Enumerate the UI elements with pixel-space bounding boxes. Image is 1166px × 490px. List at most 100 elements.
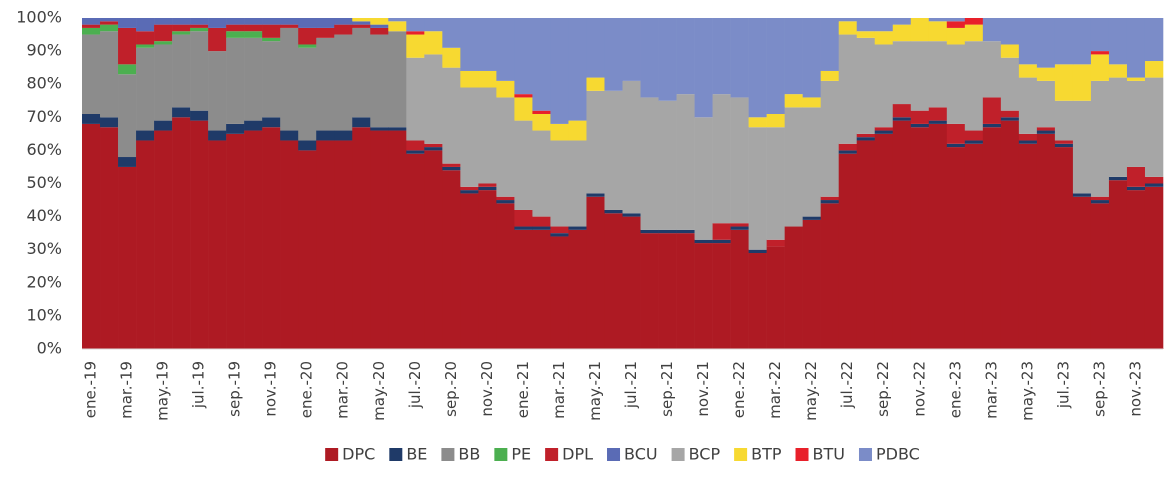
bar-segment bbox=[568, 226, 587, 230]
bar-segment bbox=[496, 80, 515, 98]
bar-segment bbox=[838, 21, 858, 35]
bar-segment bbox=[784, 94, 803, 108]
bar-segment bbox=[586, 193, 605, 197]
bar-segment bbox=[820, 70, 839, 81]
bar-segment bbox=[1000, 18, 1020, 45]
bar-segment bbox=[244, 130, 263, 349]
bar-segment bbox=[622, 18, 641, 81]
bar-segment bbox=[316, 140, 335, 349]
bar-segment bbox=[550, 226, 569, 234]
bar-segment bbox=[190, 18, 209, 25]
bar-segment bbox=[1000, 117, 1020, 121]
bar-segment bbox=[874, 133, 894, 349]
bar-segment bbox=[568, 140, 587, 227]
bar-segment bbox=[496, 203, 515, 349]
bar-segment bbox=[838, 34, 858, 144]
bar-segment bbox=[1054, 100, 1074, 141]
bar-segment bbox=[640, 18, 659, 98]
legend-swatch bbox=[734, 448, 748, 461]
bar-segment bbox=[136, 44, 155, 48]
bar-segment bbox=[154, 130, 173, 349]
bar-segment bbox=[460, 186, 479, 191]
bar-segment bbox=[820, 18, 839, 71]
bar-segment bbox=[766, 127, 785, 240]
bar-segment bbox=[460, 70, 479, 88]
legend-label: BTU bbox=[813, 445, 845, 464]
bar-segment bbox=[478, 87, 497, 184]
bar-segment bbox=[712, 243, 731, 349]
bar-segment bbox=[802, 216, 821, 220]
bar-segment bbox=[154, 120, 173, 131]
bar-segment bbox=[910, 41, 930, 111]
bar-segment bbox=[640, 233, 659, 349]
bar-segment bbox=[1036, 127, 1056, 131]
bar-segment bbox=[136, 47, 155, 131]
bar-segment bbox=[406, 150, 425, 154]
bar-segment bbox=[172, 24, 191, 32]
x-tick-label: jul.-20 bbox=[406, 361, 424, 409]
x-tick-label: jul.-22 bbox=[838, 361, 856, 409]
bar-segment bbox=[514, 97, 533, 121]
bar-segment bbox=[1054, 64, 1074, 101]
bar-segment bbox=[406, 31, 425, 35]
y-tick-label: 60% bbox=[26, 140, 62, 159]
legend-label: PDBC bbox=[876, 445, 920, 464]
x-tick-label: jul.-23 bbox=[1054, 361, 1072, 409]
x-tick-label: mar.-20 bbox=[334, 361, 352, 419]
bar-segment bbox=[100, 127, 119, 349]
bar-segment bbox=[532, 229, 551, 349]
legend-label: BCP bbox=[689, 445, 721, 464]
bar-segment bbox=[118, 157, 137, 167]
bar-segment bbox=[766, 113, 785, 128]
bar-segment bbox=[244, 120, 263, 131]
bar-segment bbox=[514, 229, 533, 349]
bar-segment bbox=[694, 239, 713, 244]
legend-label: BE bbox=[406, 445, 427, 464]
bar-segment bbox=[928, 21, 948, 42]
bar-segment bbox=[298, 27, 317, 45]
bar-segment bbox=[334, 18, 353, 25]
bar-segment bbox=[856, 18, 876, 32]
bar-segment bbox=[910, 123, 930, 128]
bar-segment bbox=[100, 18, 119, 22]
bar-segment bbox=[406, 140, 425, 151]
bar-segment bbox=[316, 130, 335, 141]
bar-segment bbox=[640, 97, 659, 230]
bar-segment bbox=[1018, 140, 1038, 144]
bar-segment bbox=[676, 229, 695, 234]
bar-segment bbox=[1126, 186, 1146, 191]
bar-segment bbox=[694, 243, 713, 349]
x-tick-label: mar.-19 bbox=[118, 361, 136, 419]
bar-segment bbox=[604, 209, 623, 214]
bar-segment bbox=[766, 246, 785, 349]
bar-segment bbox=[946, 18, 966, 22]
bar-segment bbox=[856, 31, 876, 38]
bar-segment bbox=[910, 110, 930, 124]
y-tick-label: 70% bbox=[26, 107, 62, 126]
legend-label: BCU bbox=[624, 445, 658, 464]
bar-segment bbox=[154, 24, 173, 42]
bar-segment bbox=[154, 18, 173, 25]
bar-segment bbox=[748, 18, 767, 118]
bar-segment bbox=[964, 18, 984, 25]
bar-segment bbox=[1144, 61, 1164, 78]
bar-segment bbox=[136, 140, 155, 349]
y-tick-label: 10% bbox=[26, 305, 62, 324]
bar-segment bbox=[1018, 64, 1038, 78]
x-tick-label: mar.-23 bbox=[982, 361, 1000, 419]
bar-segment bbox=[730, 223, 749, 227]
bar-segment bbox=[100, 31, 119, 118]
bar-segment bbox=[352, 21, 371, 25]
bar-segment bbox=[226, 24, 245, 32]
bar-segment bbox=[442, 163, 461, 167]
bar-segment bbox=[892, 18, 912, 25]
bar-segment bbox=[964, 130, 984, 141]
bar-segment bbox=[856, 140, 876, 349]
bar-segment bbox=[658, 233, 677, 349]
legend-swatch bbox=[389, 448, 403, 461]
bar-segment bbox=[208, 140, 227, 349]
bar-segment bbox=[460, 18, 479, 71]
bar-segment bbox=[118, 18, 137, 28]
bar-segment bbox=[208, 130, 227, 141]
bar-segment bbox=[1072, 100, 1092, 194]
